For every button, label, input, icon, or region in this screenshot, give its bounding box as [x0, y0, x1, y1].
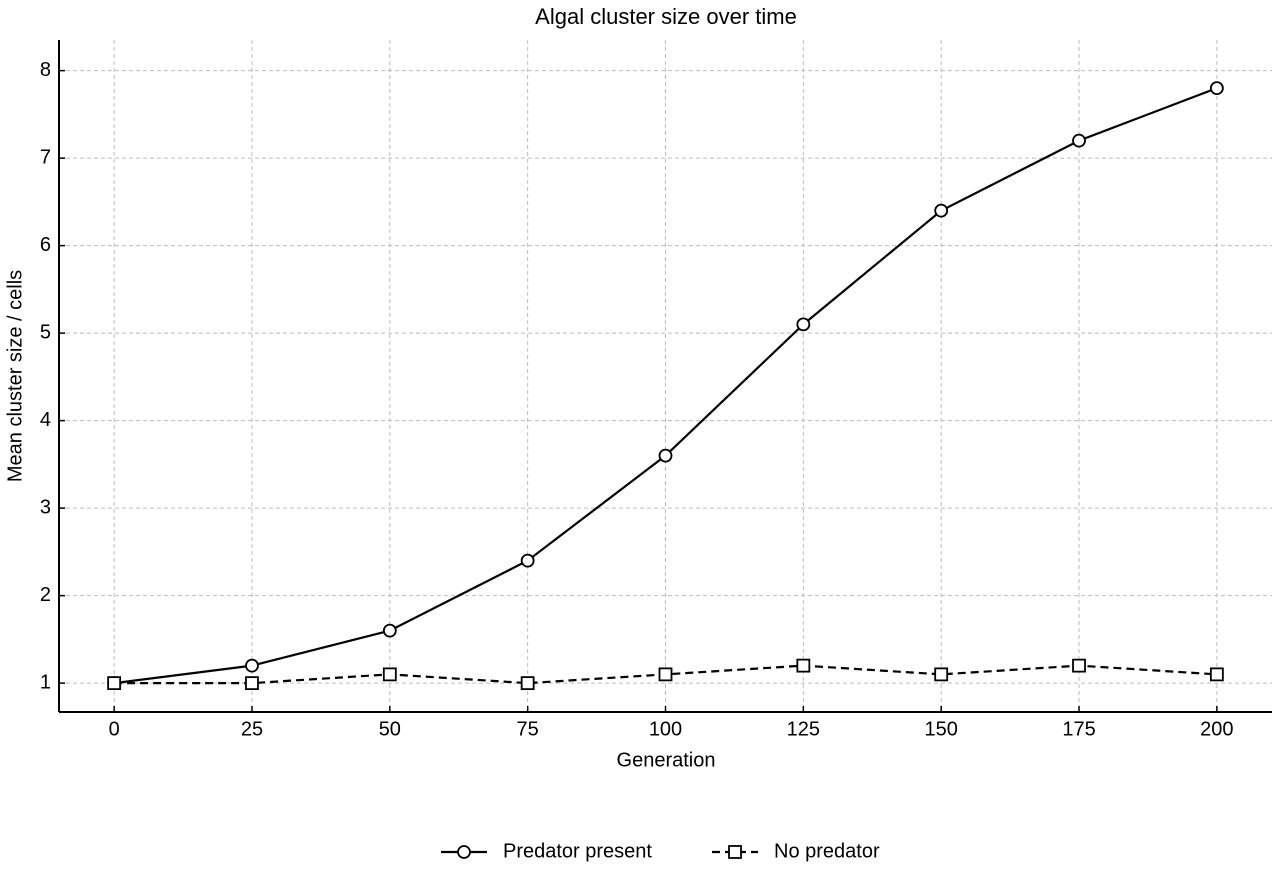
marker: [658, 667, 673, 682]
marker: [934, 203, 949, 218]
marker: [934, 667, 949, 682]
legend-marker: [457, 845, 471, 859]
y-tick-label: 5: [40, 321, 51, 343]
x-tick-label: 175: [1062, 718, 1095, 740]
x-tick-label: 100: [649, 718, 682, 740]
marker: [658, 448, 673, 463]
marker: [1072, 133, 1086, 148]
marker: [1072, 658, 1086, 673]
legend-marker: [728, 845, 742, 859]
y-tick-label: 8: [40, 59, 51, 81]
marker: [520, 553, 535, 568]
marker: [245, 658, 259, 673]
x-tick-label: 150: [924, 718, 957, 740]
chart-title: Algal cluster size over time: [535, 4, 797, 29]
y-axis-label: Mean cluster size / cells: [4, 270, 26, 482]
x-tick-label: 0: [109, 718, 120, 740]
legend-label: No predator: [774, 840, 880, 862]
x-tick-label: 75: [517, 718, 539, 740]
marker: [107, 676, 122, 691]
y-tick-label: 4: [40, 409, 51, 431]
legend-label: Predator present: [503, 840, 652, 862]
marker: [1209, 81, 1224, 96]
x-tick-label: 50: [379, 718, 401, 740]
y-tick-label: 2: [40, 584, 51, 606]
marker: [1209, 667, 1224, 682]
marker: [245, 676, 259, 691]
marker: [796, 658, 811, 673]
marker: [520, 676, 535, 691]
x-tick-label: 200: [1200, 718, 1233, 740]
y-tick-label: 7: [40, 146, 51, 168]
marker: [796, 317, 811, 332]
marker: [382, 623, 397, 638]
x-axis-label: Generation: [617, 749, 716, 771]
y-tick-label: 1: [40, 671, 51, 693]
x-tick-label: 125: [787, 718, 820, 740]
marker: [382, 667, 397, 682]
y-tick-label: 6: [40, 234, 51, 256]
y-tick-label: 3: [40, 496, 51, 518]
x-tick-label: 25: [241, 718, 263, 740]
